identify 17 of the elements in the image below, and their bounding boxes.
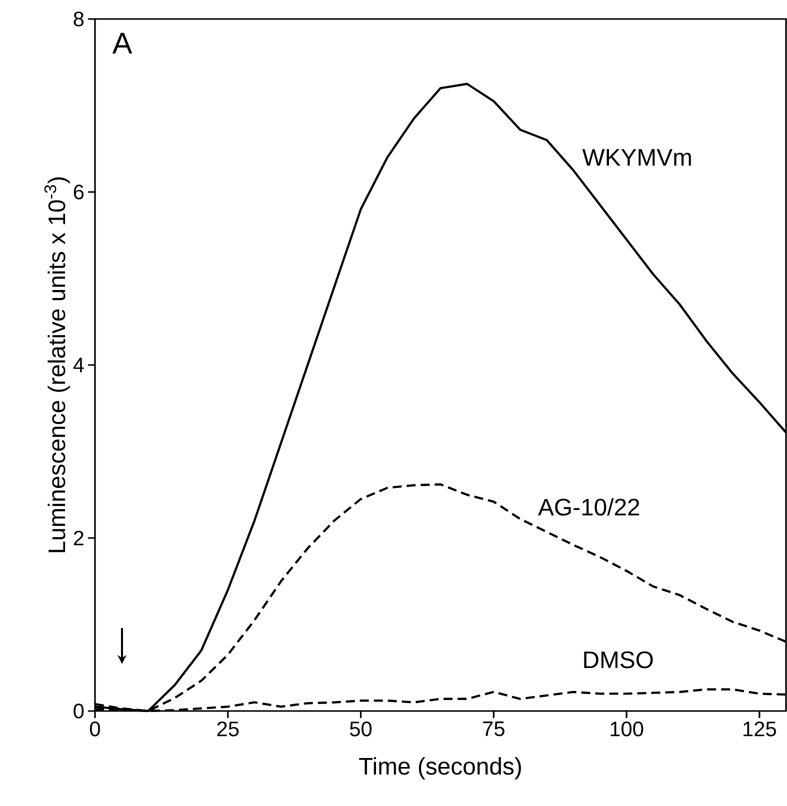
y-tick-label: 6 — [74, 184, 84, 200]
x-tick-label: 50 — [350, 722, 372, 736]
y-axis-title: Luminescence (relative units x 10$^{-3}$) — [44, 177, 70, 552]
y-tick-label: 8 — [74, 12, 84, 26]
series-label: WKYMVm — [582, 149, 691, 166]
annotation: A — [112, 32, 132, 54]
y-tick-label: 2 — [74, 530, 84, 546]
x-axis-title: Time (seconds) — [359, 757, 521, 780]
x-tick-label: 0 — [90, 722, 100, 736]
x-tick-label: 100 — [610, 722, 644, 736]
x-tick-label: 25 — [217, 722, 239, 736]
y-tick-label: 4 — [73, 358, 84, 372]
series-label: AG-10/22 — [538, 498, 640, 516]
y-tick-label: 0 — [74, 704, 84, 718]
x-tick-label: 125 — [744, 722, 776, 736]
series-label: DMSO — [584, 651, 653, 668]
x-tick-label: 75 — [483, 722, 504, 736]
